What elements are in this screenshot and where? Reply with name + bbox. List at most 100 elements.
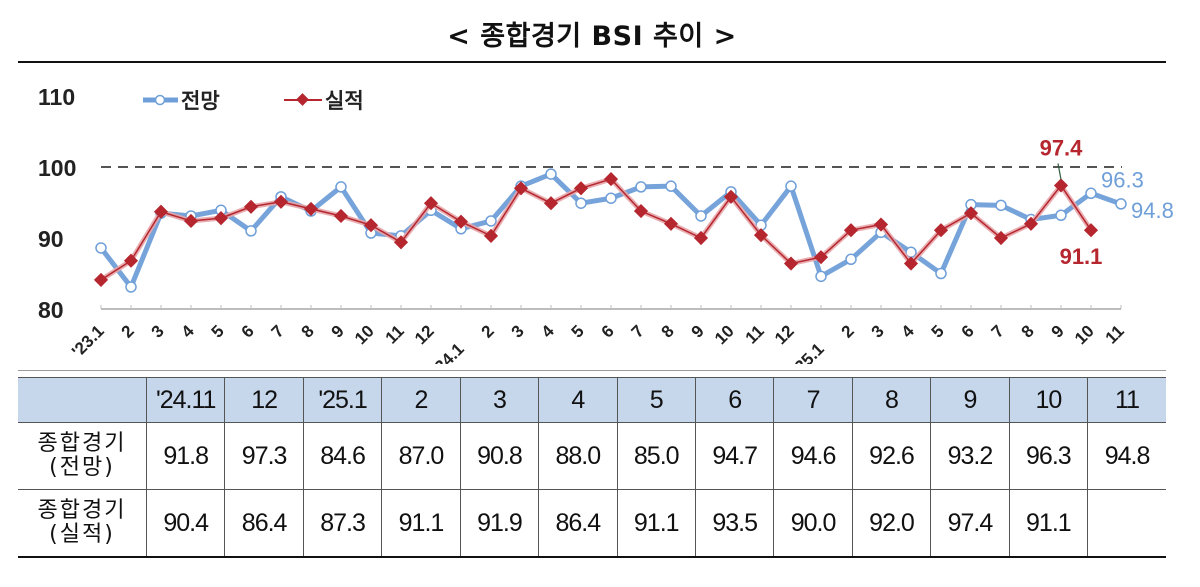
column-header: 2: [381, 377, 461, 423]
x-tick-label: 6: [958, 321, 978, 341]
data-point-forecast: [545, 168, 557, 180]
data-point-actual: [303, 201, 319, 216]
x-tick-label: 8: [298, 321, 318, 341]
x-tick-label: 10: [351, 321, 378, 348]
x-tick-label: 7: [628, 321, 648, 341]
column-header: 12: [224, 377, 304, 423]
data-point-forecast: [1115, 198, 1127, 210]
table-cell: 94.6: [773, 422, 853, 490]
open-circle-marker-icon: [154, 94, 166, 106]
table-cell: 91.1: [1008, 489, 1089, 558]
table-cell: 97.3: [224, 422, 304, 490]
x-tick-label: 5: [568, 321, 588, 341]
data-label: 96.3: [1101, 167, 1144, 192]
data-point-actual: [963, 206, 979, 221]
table-cell: 93.5: [694, 489, 775, 558]
x-tick-label: 2: [838, 321, 858, 341]
x-tick-label: 11: [742, 321, 768, 347]
title-underline: [18, 61, 1166, 63]
data-point-actual: [363, 218, 379, 233]
x-tick-label: 8: [658, 321, 678, 341]
series-forecast-line: [95, 168, 1127, 293]
y-axis-labels: 80 90 100 110: [38, 84, 76, 323]
column-header: 8: [851, 377, 932, 423]
x-tick-label: 8: [1018, 321, 1038, 341]
table-cell: 92.6: [851, 422, 932, 490]
x-tick-label: 2: [118, 321, 138, 341]
x-tick-label: 7: [988, 321, 1008, 341]
data-point-forecast: [995, 199, 1007, 212]
table-cell: 84.6: [302, 422, 383, 490]
data-point-actual: [333, 208, 349, 224]
table-row-forecast: 종합경기 (전망) 91.8 97.3 84.6 87.0 90.8 88.0 …: [18, 422, 1166, 490]
legend-forecast-label: 전망: [181, 89, 220, 113]
data-point-actual: [783, 256, 799, 271]
data-point-actual: [693, 230, 709, 246]
data-point-forecast: [335, 181, 347, 193]
data-point-forecast: [1085, 187, 1097, 200]
data-point-actual: [513, 181, 529, 196]
table-cell: 87.3: [302, 489, 383, 558]
x-tick-label: 11: [382, 321, 408, 347]
table-cell: 86.4: [224, 489, 304, 558]
row-label-forecast: 종합경기 (전망): [18, 422, 147, 490]
x-tick-label: 12: [411, 321, 438, 348]
data-point-actual: [573, 181, 589, 196]
data-point-actual: [723, 189, 739, 204]
data-point-actual: [93, 272, 109, 287]
y-tick-label: 100: [38, 155, 76, 181]
x-tick-label: 6: [238, 321, 258, 341]
table-row-actual: 종합경기 (실적) 90.4 86.4 87.3 91.1 91.9 86.4 …: [18, 489, 1166, 558]
table-cell: 97.4: [930, 489, 1010, 558]
x-tick-label: 2: [478, 321, 498, 341]
x-tick-label: 5: [928, 321, 948, 341]
y-tick-label: 90: [38, 226, 64, 252]
data-point-actual: [453, 214, 469, 229]
table-cell: [1087, 489, 1166, 558]
data-point-actual: [993, 230, 1009, 246]
chart-title: < 종합경기 BSI 추이 >: [447, 21, 737, 52]
table-header-row: '24.11 12 '25.1 2 3 4 5 6 7 8 9 10 11: [18, 377, 1166, 423]
x-tick-label: 3: [508, 321, 528, 341]
data-point-forecast: [635, 181, 647, 193]
column-header: 5: [616, 377, 696, 423]
legend-forecast: 전망: [143, 89, 220, 113]
data-point-forecast: [785, 180, 797, 192]
data-point-actual: [1053, 178, 1069, 193]
table-cell: 94.8: [1087, 422, 1166, 490]
data-point-actual: [1083, 223, 1099, 238]
x-tick-label: 9: [328, 321, 348, 341]
data-label: 97.4: [1040, 135, 1084, 160]
table-cell: 90.4: [145, 489, 226, 558]
data-point-actual: [243, 199, 259, 214]
data-labels: 97.4 91.1 96.3 94.8: [1040, 135, 1174, 269]
x-tick-label: '23.1: [68, 321, 108, 361]
row-label-actual: 종합경기 (실적): [18, 489, 147, 558]
data-point-forecast: [575, 197, 587, 209]
table-cell: 86.4: [538, 489, 618, 558]
data-point-forecast: [935, 267, 947, 280]
data-point-actual: [933, 223, 949, 238]
table-cell: 92.0: [851, 489, 932, 558]
data-point-actual: [183, 213, 199, 229]
column-header: 9: [930, 377, 1010, 423]
data-point-actual: [273, 194, 289, 209]
data-point-actual: [843, 223, 859, 238]
header-corner: [18, 377, 147, 423]
table-cell: 91.9: [459, 489, 540, 558]
data-point-forecast: [815, 270, 827, 283]
data-point-actual: [393, 235, 409, 250]
x-tick-label: 10: [1071, 321, 1098, 348]
x-tick-label: 10: [711, 321, 738, 348]
data-point-actual: [423, 196, 439, 211]
y-tick-label: 80: [38, 297, 64, 323]
column-header: 3: [459, 377, 540, 423]
legend-actual-label: 실적: [325, 89, 364, 113]
table-cell: 94.7: [694, 422, 775, 490]
x-tick-label: 3: [148, 321, 168, 341]
data-point-actual: [603, 171, 619, 187]
column-header: 7: [773, 377, 853, 423]
data-point-forecast: [1055, 209, 1067, 222]
column-header: 6: [694, 377, 775, 423]
x-tick-label: 6: [598, 321, 618, 341]
